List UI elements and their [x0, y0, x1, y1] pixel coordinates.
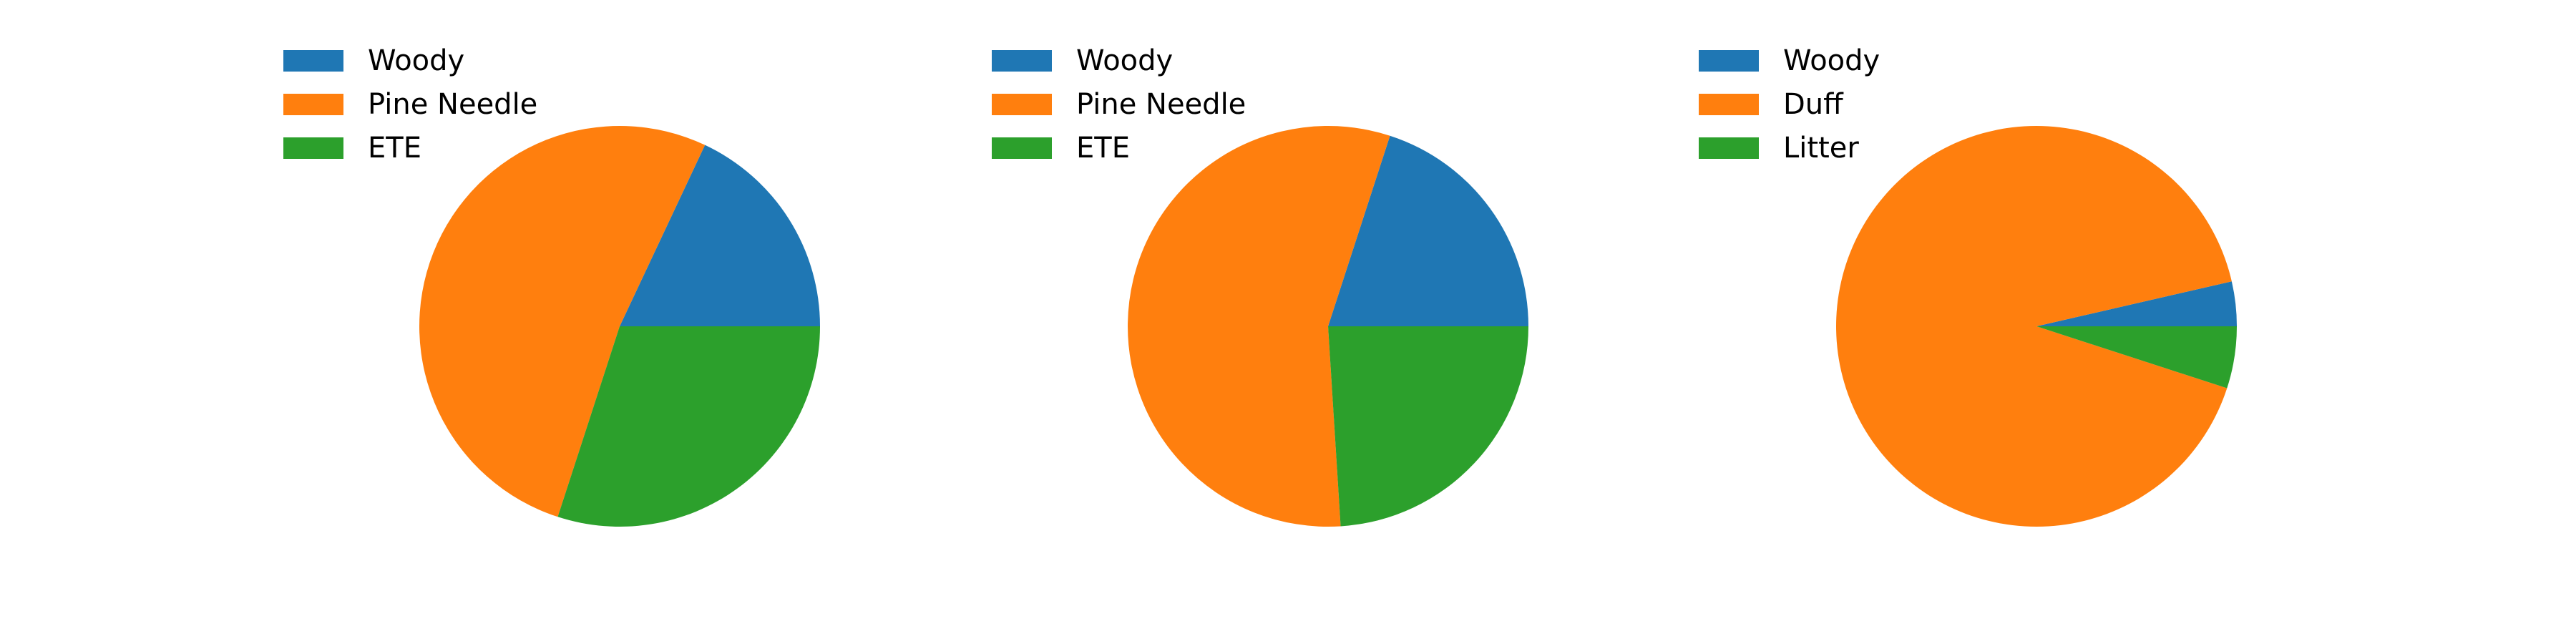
legend: Woody Pine Needle ETE — [283, 44, 537, 165]
pie-slice-ete — [557, 326, 820, 527]
pie-slice-woody — [620, 145, 820, 326]
legend-swatch-duff — [1699, 94, 1759, 115]
legend-label-pine-needle: Pine Needle — [1076, 88, 1246, 121]
legend-label-pine-needle: Pine Needle — [368, 88, 537, 121]
pie-slice-pine-needle — [419, 126, 706, 517]
legend: Woody Pine Needle ETE — [992, 44, 1246, 165]
legend-swatch-woody — [1699, 50, 1759, 72]
legend-swatch-woody — [283, 50, 343, 72]
legend-label-ete: ETE — [1076, 132, 1130, 165]
pie-slice-pine-needle — [1128, 126, 1390, 527]
legend-label-duff: Duff — [1783, 88, 1844, 121]
legend-label-litter: Litter — [1783, 132, 1859, 165]
legend: Woody Duff Litter — [1699, 44, 1880, 165]
legend-swatch-litter — [1699, 137, 1759, 159]
legend-label-woody: Woody — [1076, 44, 1173, 77]
legend-swatch-ete — [992, 137, 1052, 159]
pie-chart-woody-pine-needle-ete-left: Woody Pine Needle ETE — [283, 44, 820, 527]
pie-slice-litter — [2036, 326, 2237, 389]
legend-label-ete: ETE — [368, 132, 421, 165]
pie-slice-duff — [1836, 125, 2232, 527]
pie-chart-woody-duff-litter-right: Woody Duff Litter — [1699, 44, 2238, 527]
pie-slice-woody — [2036, 281, 2238, 326]
pie-slice-ete — [1328, 326, 1528, 527]
legend-swatch-woody — [992, 50, 1052, 72]
pie-chart-woody-pine-needle-ete-middle: Woody Pine Needle ETE — [992, 44, 1528, 527]
legend-label-woody: Woody — [1783, 44, 1880, 77]
pie-slice-woody — [1328, 135, 1528, 326]
legend-label-woody: Woody — [368, 44, 464, 77]
legend-swatch-pine-needle — [992, 94, 1052, 115]
legend-swatch-pine-needle — [283, 94, 343, 115]
legend-swatch-ete — [283, 137, 343, 159]
